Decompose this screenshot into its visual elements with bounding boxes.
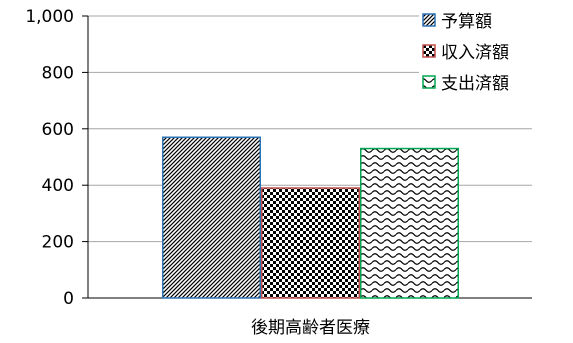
bar-3 [360,147,459,299]
y-tick-label: 400 [42,176,74,196]
y-tick-label: 0 [63,289,74,309]
legend-entry-bg [419,39,564,63]
y-tick-label: 1,000 [25,7,74,27]
legend-label-2: 収入済額 [441,43,509,63]
y-tick-label: 600 [42,120,74,140]
legend-label-3: 支出済額 [441,74,509,94]
legend-entry-bg [419,70,564,94]
y-tick-label: 200 [42,233,74,253]
bars [162,136,459,299]
y-tick-label: 800 [42,63,74,83]
x-category-label: 後期高齢者医療 [251,318,370,338]
bar-2 [261,187,360,299]
legend-swatch-1 [422,13,436,27]
legend-label-1: 予算額 [441,12,492,32]
axis-labels: 0 200 400 600 800 1,000 後期高齢者医療 [25,7,370,338]
legend-entry-bg [419,8,564,32]
bar-1 [162,136,261,299]
legend-swatch-2 [422,44,436,58]
legend-swatch-3 [422,75,436,89]
